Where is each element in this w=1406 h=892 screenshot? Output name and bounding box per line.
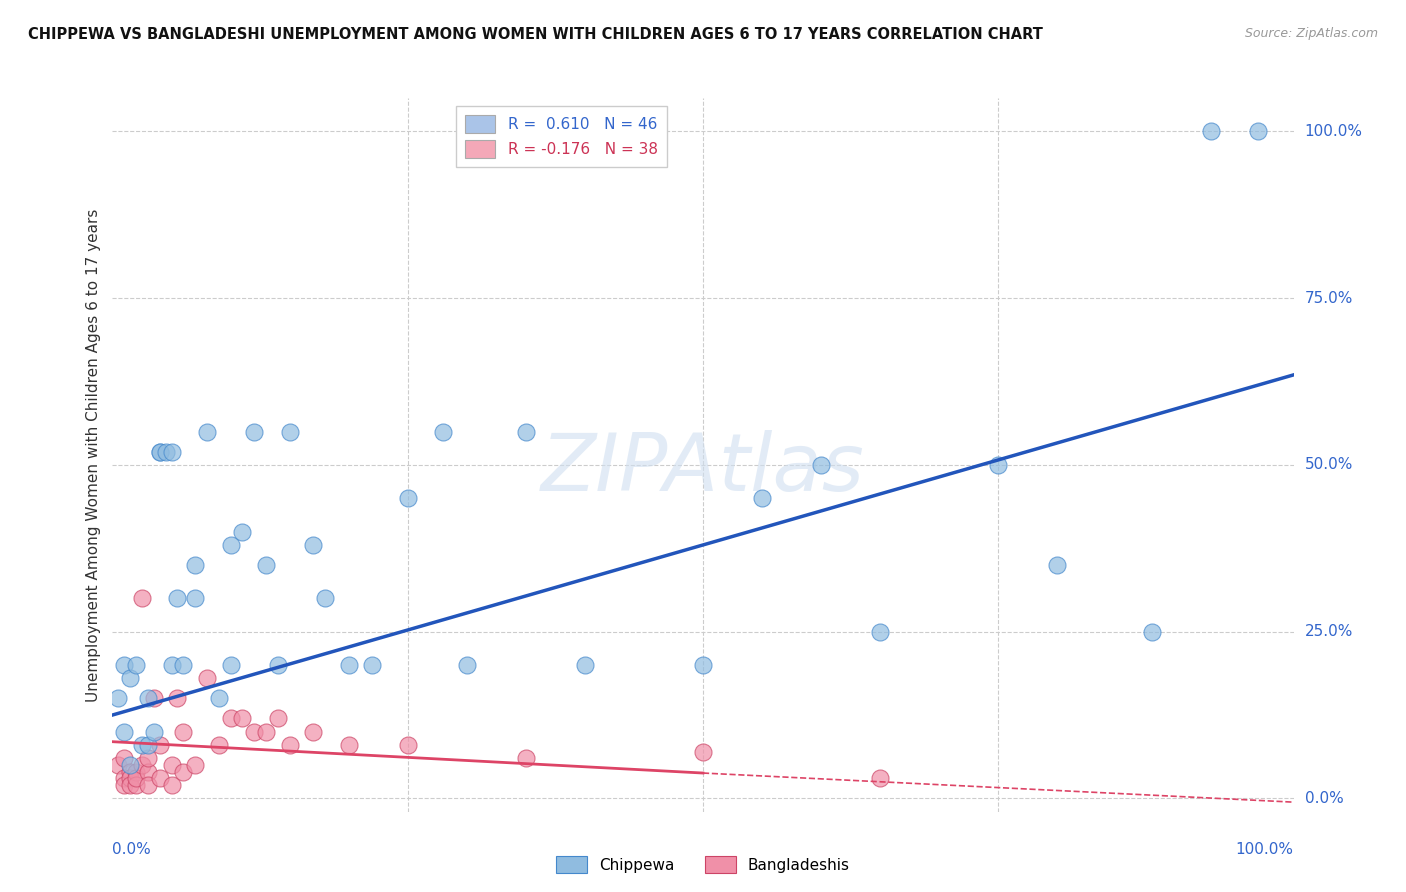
Point bbox=[219, 538, 242, 552]
Point bbox=[515, 751, 537, 765]
Point bbox=[172, 764, 194, 779]
Point bbox=[219, 658, 242, 673]
Point bbox=[208, 738, 231, 752]
Point bbox=[149, 772, 172, 786]
Point bbox=[692, 658, 714, 673]
Point bbox=[396, 738, 419, 752]
Point bbox=[149, 738, 172, 752]
Point bbox=[131, 758, 153, 772]
Point bbox=[254, 724, 277, 739]
Point bbox=[1199, 124, 1222, 138]
Y-axis label: Unemployment Among Women with Children Ages 6 to 17 years: Unemployment Among Women with Children A… bbox=[86, 208, 101, 702]
Point bbox=[107, 758, 129, 772]
Point bbox=[166, 691, 188, 706]
Point bbox=[456, 658, 478, 673]
Point bbox=[231, 524, 253, 539]
Point bbox=[337, 738, 360, 752]
Point bbox=[869, 772, 891, 786]
Point bbox=[131, 738, 153, 752]
Point bbox=[219, 711, 242, 725]
Point bbox=[107, 691, 129, 706]
Point bbox=[692, 745, 714, 759]
Text: 50.0%: 50.0% bbox=[1305, 458, 1353, 473]
Point bbox=[142, 724, 165, 739]
Point bbox=[160, 758, 183, 772]
Point bbox=[987, 458, 1010, 472]
Point bbox=[195, 425, 218, 439]
Text: 75.0%: 75.0% bbox=[1305, 291, 1353, 306]
Point bbox=[184, 558, 207, 572]
Text: 0.0%: 0.0% bbox=[1305, 791, 1343, 805]
Point bbox=[243, 425, 266, 439]
Legend: Chippewa, Bangladeshis: Chippewa, Bangladeshis bbox=[547, 847, 859, 882]
Point bbox=[120, 671, 142, 685]
Point bbox=[231, 711, 253, 725]
Point bbox=[278, 738, 301, 752]
Point bbox=[149, 444, 172, 458]
Point bbox=[112, 724, 135, 739]
Point bbox=[1046, 558, 1069, 572]
Point bbox=[432, 425, 454, 439]
Point bbox=[361, 658, 384, 673]
Point bbox=[195, 671, 218, 685]
Point bbox=[120, 758, 142, 772]
Point bbox=[125, 658, 148, 673]
Point bbox=[112, 778, 135, 792]
Point bbox=[267, 658, 290, 673]
Point bbox=[120, 772, 142, 786]
Text: Source: ZipAtlas.com: Source: ZipAtlas.com bbox=[1244, 27, 1378, 40]
Text: 100.0%: 100.0% bbox=[1236, 842, 1294, 857]
Point bbox=[574, 658, 596, 673]
Point bbox=[120, 778, 142, 792]
Point bbox=[278, 425, 301, 439]
Point bbox=[208, 691, 231, 706]
Point bbox=[337, 658, 360, 673]
Point bbox=[1140, 624, 1163, 639]
Point bbox=[160, 658, 183, 673]
Point bbox=[160, 778, 183, 792]
Point bbox=[302, 538, 325, 552]
Point bbox=[112, 658, 135, 673]
Point bbox=[120, 764, 142, 779]
Point bbox=[112, 751, 135, 765]
Point bbox=[869, 624, 891, 639]
Point bbox=[155, 444, 177, 458]
Point bbox=[1247, 124, 1270, 138]
Point bbox=[149, 444, 172, 458]
Text: 100.0%: 100.0% bbox=[1305, 124, 1362, 139]
Point bbox=[125, 778, 148, 792]
Point bbox=[751, 491, 773, 506]
Point bbox=[172, 658, 194, 673]
Point bbox=[243, 724, 266, 739]
Point bbox=[267, 711, 290, 725]
Point bbox=[184, 591, 207, 606]
Point bbox=[810, 458, 832, 472]
Point bbox=[112, 772, 135, 786]
Point bbox=[314, 591, 336, 606]
Point bbox=[184, 758, 207, 772]
Point bbox=[172, 724, 194, 739]
Point bbox=[125, 772, 148, 786]
Point bbox=[136, 778, 159, 792]
Point bbox=[515, 425, 537, 439]
Text: CHIPPEWA VS BANGLADESHI UNEMPLOYMENT AMONG WOMEN WITH CHILDREN AGES 6 TO 17 YEAR: CHIPPEWA VS BANGLADESHI UNEMPLOYMENT AMO… bbox=[28, 27, 1043, 42]
Point bbox=[131, 591, 153, 606]
Point bbox=[136, 751, 159, 765]
Text: 0.0%: 0.0% bbox=[112, 842, 152, 857]
Point bbox=[136, 691, 159, 706]
Text: ZIPAtlas: ZIPAtlas bbox=[541, 430, 865, 508]
Point bbox=[125, 764, 148, 779]
Point bbox=[160, 444, 183, 458]
Text: 25.0%: 25.0% bbox=[1305, 624, 1353, 640]
Point bbox=[142, 691, 165, 706]
Point bbox=[166, 591, 188, 606]
Point bbox=[396, 491, 419, 506]
Point bbox=[254, 558, 277, 572]
Point bbox=[136, 764, 159, 779]
Point bbox=[302, 724, 325, 739]
Point bbox=[136, 738, 159, 752]
